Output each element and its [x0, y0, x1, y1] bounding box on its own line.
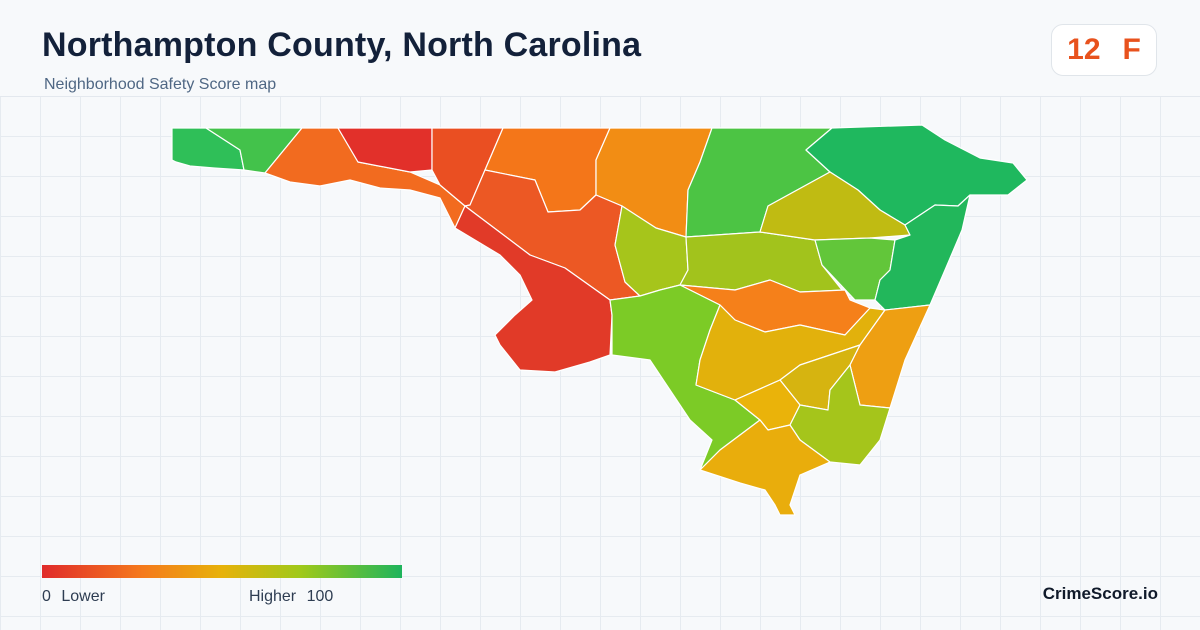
map-region-north-west-green[interactable] [205, 127, 303, 174]
legend-max-label: Higher [249, 588, 297, 605]
map-region-north-red[interactable] [337, 127, 433, 173]
legend-color-scale [42, 565, 402, 578]
brand-logo-text[interactable]: CrimeScore.io [1042, 584, 1158, 603]
score-badge: 12 F [1051, 24, 1157, 76]
page-title: Northampton County, North Carolina [42, 26, 642, 64]
legend-min-label: Lower [61, 588, 105, 605]
legend-max: Higher 100 [249, 588, 339, 606]
header-divider [0, 96, 1200, 97]
map-region-south-west-red[interactable] [454, 205, 613, 373]
map-region-south-tip-yellow[interactable] [699, 419, 831, 516]
score-grade: F [1122, 33, 1141, 66]
page-subtitle: Neighborhood Safety Score map [44, 76, 277, 93]
legend-min: 0 Lower [42, 588, 105, 606]
legend-max-value: 100 [306, 588, 334, 605]
legend-min-value: 0 [42, 588, 51, 605]
score-value: 12 [1067, 33, 1101, 66]
